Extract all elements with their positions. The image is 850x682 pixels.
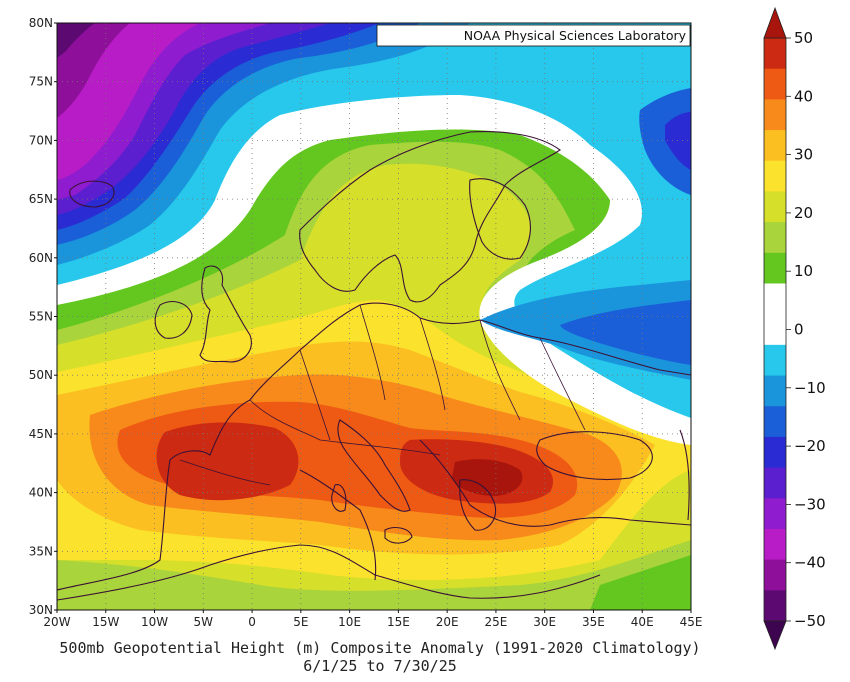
coast-sicily <box>384 527 413 544</box>
lon-label: 15W <box>92 615 119 629</box>
lon-label: 10W <box>141 615 168 629</box>
lon-label: 5E <box>293 615 308 629</box>
coast-greece <box>459 479 497 531</box>
lat-label: 45N <box>29 427 53 441</box>
colorbar-label: −10 <box>794 379 826 397</box>
colorbar-bin <box>764 467 786 499</box>
colorbar-bin <box>764 590 786 622</box>
lon-tick-labels: 20W 15W 10W 5W 0 5E 10E 15E 20E 25E 30E 35E 40E 45E <box>43 610 702 629</box>
colorbar-label: −50 <box>794 612 826 630</box>
graticule <box>57 23 691 610</box>
band-minus45-atlantic <box>57 23 130 118</box>
colorbar-label: 30 <box>794 146 813 164</box>
colorbar-label: 10 <box>794 262 813 280</box>
colorbar-label: −40 <box>794 554 826 572</box>
lat-label: 55N <box>29 310 53 324</box>
band-minus50-atlantic <box>57 23 95 58</box>
colorbar-bin <box>764 191 786 223</box>
coast-sardinia <box>331 484 347 512</box>
lat-label: 30N <box>29 603 53 617</box>
band-minus15-minus20-ne <box>639 88 691 195</box>
lat-label: 50N <box>29 368 53 382</box>
lon-label: 35E <box>582 615 605 629</box>
credit-text: NOAA Physical Sciences Laboratory <box>464 28 687 43</box>
coast-ireland <box>154 301 193 339</box>
lat-label: 65N <box>29 192 53 206</box>
coast-black-sea <box>536 431 653 480</box>
colorbar-bin <box>764 68 786 100</box>
colorbar-arrow-top <box>763 6 787 39</box>
lat-label: 80N <box>29 16 53 30</box>
colorbar-bin <box>764 222 786 254</box>
colorbar-bin <box>764 528 786 561</box>
lat-label: 40N <box>29 486 53 500</box>
coastlines <box>57 131 691 610</box>
colorbar-bin <box>764 130 786 162</box>
band-plus45-core <box>452 459 523 496</box>
colorbar-bin <box>764 160 786 192</box>
colorbar-label: 40 <box>794 87 813 105</box>
colorbar-bin <box>764 283 786 315</box>
colorbar-bin <box>764 314 786 346</box>
colorbar-bin <box>764 498 786 530</box>
lat-label: 60N <box>29 251 53 265</box>
colorbar-arrow-bottom <box>763 620 787 651</box>
colorbar-bin <box>764 38 786 70</box>
lon-label: 40E <box>631 615 654 629</box>
lon-label: 15E <box>387 615 410 629</box>
lon-label: 20W <box>43 615 70 629</box>
colorbar-bin <box>764 99 786 131</box>
coast-caspian <box>679 429 690 521</box>
colorbar-bin <box>764 406 786 438</box>
colorbar-bin <box>764 559 786 591</box>
colorbar-label: 50 <box>794 29 813 47</box>
lon-label: 0 <box>248 615 256 629</box>
caption-title: 500mb Geopotential Height (m) Composite … <box>59 639 701 657</box>
lon-label: 5W <box>194 615 214 629</box>
colorbar-label: −30 <box>794 495 826 513</box>
lon-label: 10E <box>338 615 361 629</box>
borders <box>179 304 586 486</box>
lat-tick-labels: 30N 35N 40N 45N 50N 55N 60N 65N 70N 75N 80N <box>29 16 57 617</box>
colorbar-bin <box>764 344 786 377</box>
caption-dates: 6/1/25 to 7/30/25 <box>303 657 457 675</box>
lat-label: 35N <box>29 544 53 558</box>
colorbar-bin <box>764 375 786 407</box>
colorbar-label: 20 <box>794 204 813 222</box>
coast-finland <box>469 178 531 260</box>
colorbar-bin <box>764 252 786 284</box>
band-plus40-plus50-west <box>156 422 299 501</box>
lat-label: 70N <box>29 133 53 147</box>
lat-label: 75N <box>29 75 53 89</box>
colorbar-bin <box>764 436 786 469</box>
lon-label: 25E <box>484 615 507 629</box>
lon-label: 45E <box>680 615 703 629</box>
coast-north-africa <box>57 544 601 601</box>
colorbar: 50 40 30 20 10 0 −10 −20 −30 −40 −50 <box>763 6 826 651</box>
band-south-green <box>57 540 691 610</box>
credit-box: NOAA Physical Sciences Laboratory <box>376 24 691 47</box>
coast-iceland <box>69 180 115 208</box>
colorbar-label: −20 <box>794 437 826 455</box>
band-south-lightgreen <box>590 555 691 610</box>
colorbar-label: 0 <box>794 321 804 339</box>
coast-italy <box>337 419 411 512</box>
coast-scandinavia <box>299 131 561 303</box>
lon-label: 30E <box>533 615 556 629</box>
coast-great-britain <box>199 265 252 363</box>
band-minus20-minus25-ne <box>665 112 691 170</box>
lon-label: 20E <box>436 615 459 629</box>
